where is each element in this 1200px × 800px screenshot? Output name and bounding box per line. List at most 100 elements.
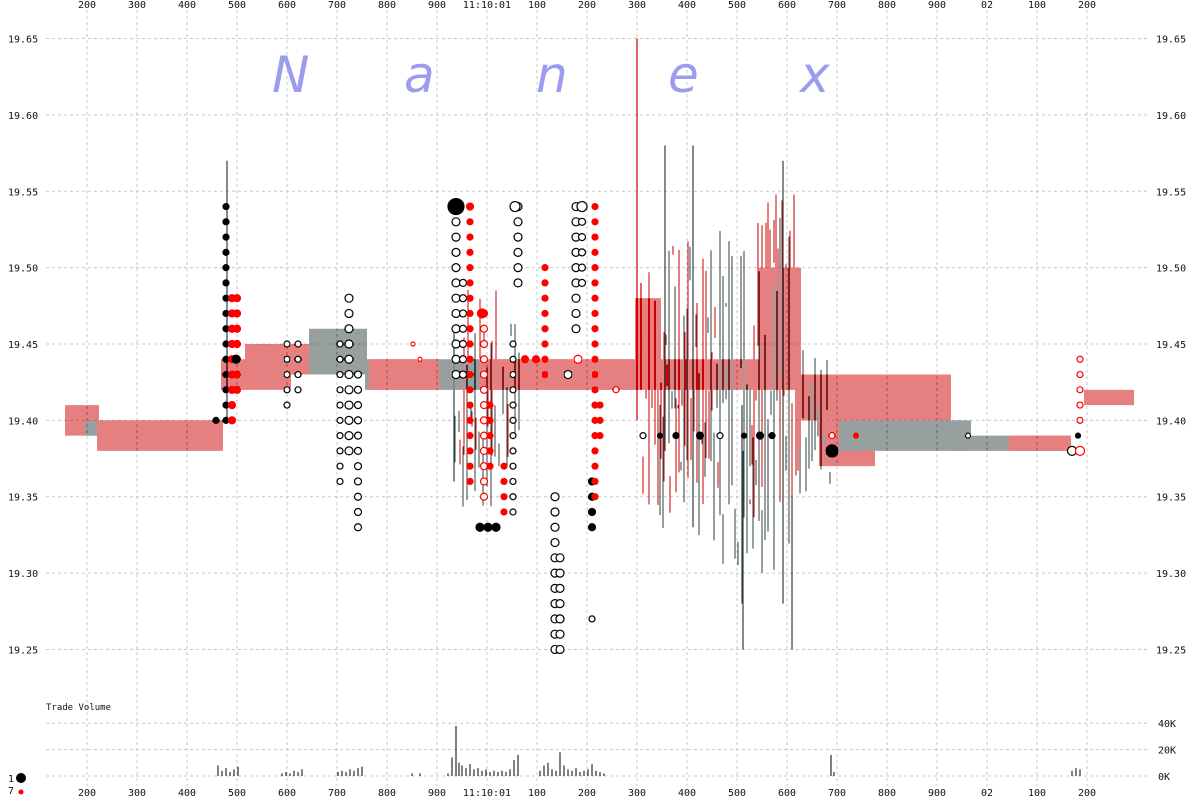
volume-tick: 40K <box>1158 719 1176 730</box>
trade-dot <box>344 431 354 441</box>
trade-dot <box>344 324 354 334</box>
x-tick-bottom: 600 <box>278 788 296 799</box>
y-tick-left: 19.45 <box>8 340 38 351</box>
trade-dot <box>509 340 517 348</box>
trade-dot <box>458 278 468 288</box>
trade-dot <box>509 432 517 440</box>
trade-dot <box>577 248 587 257</box>
y-tick-right: 19.25 <box>1156 645 1186 656</box>
x-tick-top: 800 <box>878 0 896 11</box>
y-tick-left: 19.50 <box>8 264 38 275</box>
x-tick-top: 300 <box>628 0 646 11</box>
volume-tick: 20K <box>1158 746 1176 757</box>
trade-dot <box>656 432 664 439</box>
trade-dot <box>531 355 541 364</box>
y-tick-left: 19.60 <box>8 111 38 122</box>
x-tick-top: 600 <box>278 0 296 11</box>
trade-dot <box>466 248 474 256</box>
x-tick-top: 900 <box>428 0 446 11</box>
trade-dot <box>500 493 508 501</box>
trade-dot <box>852 432 860 439</box>
trade-dot <box>1074 432 1082 439</box>
trade-dot <box>222 202 230 211</box>
volume-tick: 0K <box>1158 772 1170 783</box>
trade-dot <box>353 492 363 501</box>
trade-dot <box>353 446 363 456</box>
trade-dot <box>500 508 508 516</box>
trade-dot <box>466 447 474 455</box>
trade-dot <box>344 354 354 364</box>
trade-dot <box>596 401 604 409</box>
trade-dot <box>227 400 237 410</box>
watermark-letter: n <box>536 46 568 104</box>
x-tick-top: 200 <box>78 0 96 11</box>
trade-dot <box>458 370 468 379</box>
x-tick-top: 500 <box>228 0 246 11</box>
trade-dot <box>222 264 230 272</box>
x-tick-top: 700 <box>828 0 846 11</box>
trade-dot <box>596 432 604 440</box>
trade-dot <box>466 340 474 348</box>
watermark-letter: a <box>404 46 435 104</box>
trade-dot <box>231 354 241 364</box>
trade-dot <box>555 583 565 593</box>
trade-dot <box>550 537 560 548</box>
trade-dot <box>458 339 468 349</box>
trade-dot <box>451 308 461 319</box>
trade-dot <box>466 462 474 470</box>
volume-title: Trade Volume <box>46 703 111 713</box>
trade-dot <box>1076 355 1084 363</box>
trade-dot <box>573 354 583 364</box>
x-tick-top: 700 <box>328 0 346 11</box>
trade-dot <box>500 462 508 470</box>
x-tick-bottom: 300 <box>628 788 646 799</box>
trade-dot <box>695 431 705 440</box>
trade-dot <box>232 339 242 349</box>
trade-dot <box>491 522 501 532</box>
trade-dot <box>466 279 474 287</box>
trade-dot <box>716 432 724 440</box>
trade-dot <box>336 370 344 379</box>
trade-dot <box>964 432 972 439</box>
trade-dot <box>294 355 302 363</box>
trade-dot <box>486 401 494 409</box>
trade-dot <box>294 370 302 379</box>
trade-dot <box>555 553 565 563</box>
x-tick-bottom: 500 <box>228 788 246 799</box>
x-tick-top: 200 <box>578 0 596 11</box>
trade-dot <box>509 355 517 363</box>
y-tick-right: 19.55 <box>1156 187 1186 198</box>
quote-noise <box>719 217 790 573</box>
trade-dot <box>639 432 647 440</box>
trade-dot <box>755 431 765 440</box>
trade-dot <box>344 415 354 425</box>
trade-dot <box>344 293 354 303</box>
y-tick-left: 19.65 <box>8 35 38 46</box>
trade-dot <box>591 264 599 272</box>
trade-dot <box>344 385 354 395</box>
y-tick-right: 19.65 <box>1156 35 1186 46</box>
y-tick-right: 19.60 <box>1156 111 1186 122</box>
trade-dot <box>591 202 599 211</box>
legend-marker <box>16 773 26 783</box>
trade-dot <box>563 369 573 380</box>
trade-dot <box>451 369 461 380</box>
trade-dot <box>520 355 530 364</box>
trade-dot <box>555 629 565 639</box>
y-tick-left: 19.30 <box>8 569 38 580</box>
trade-dot <box>1074 445 1086 457</box>
quote-band <box>369 359 441 390</box>
trade-dot <box>486 462 494 470</box>
trade-dot <box>612 386 620 394</box>
x-tick-top: 400 <box>178 0 196 11</box>
x-tick-bottom: 200 <box>78 788 96 799</box>
x-tick-top: 800 <box>378 0 396 11</box>
trade-dot <box>212 416 220 424</box>
x-tick-bottom: 800 <box>378 788 396 799</box>
trade-dot <box>577 263 587 272</box>
trade-dot <box>222 279 230 287</box>
trade-dot <box>283 340 291 348</box>
trade-dot <box>486 447 494 455</box>
trade-dot <box>479 385 489 394</box>
y-tick-right: 19.30 <box>1156 569 1186 580</box>
